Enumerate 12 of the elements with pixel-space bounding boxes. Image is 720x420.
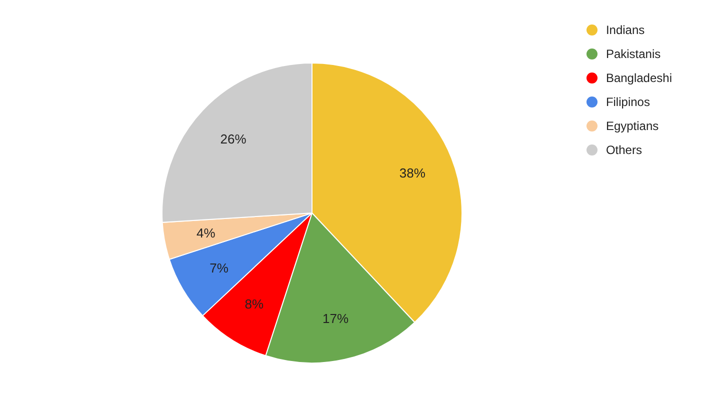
data-label: 17% <box>322 310 350 326</box>
data-label: 38% <box>399 166 426 181</box>
legend-label: Filipinos <box>606 94 650 111</box>
data-label: 7% <box>210 260 229 276</box>
data-label: 26% <box>220 132 247 147</box>
legend-label: Pakistanis <box>606 46 661 63</box>
data-label: 8% <box>244 296 264 312</box>
data-label: 4% <box>196 226 216 241</box>
legend-label: Bangladeshi <box>606 70 672 87</box>
legend-label: Egyptians <box>606 118 659 135</box>
legend-label: Others <box>606 142 642 159</box>
legend-label: Indians <box>606 22 645 39</box>
